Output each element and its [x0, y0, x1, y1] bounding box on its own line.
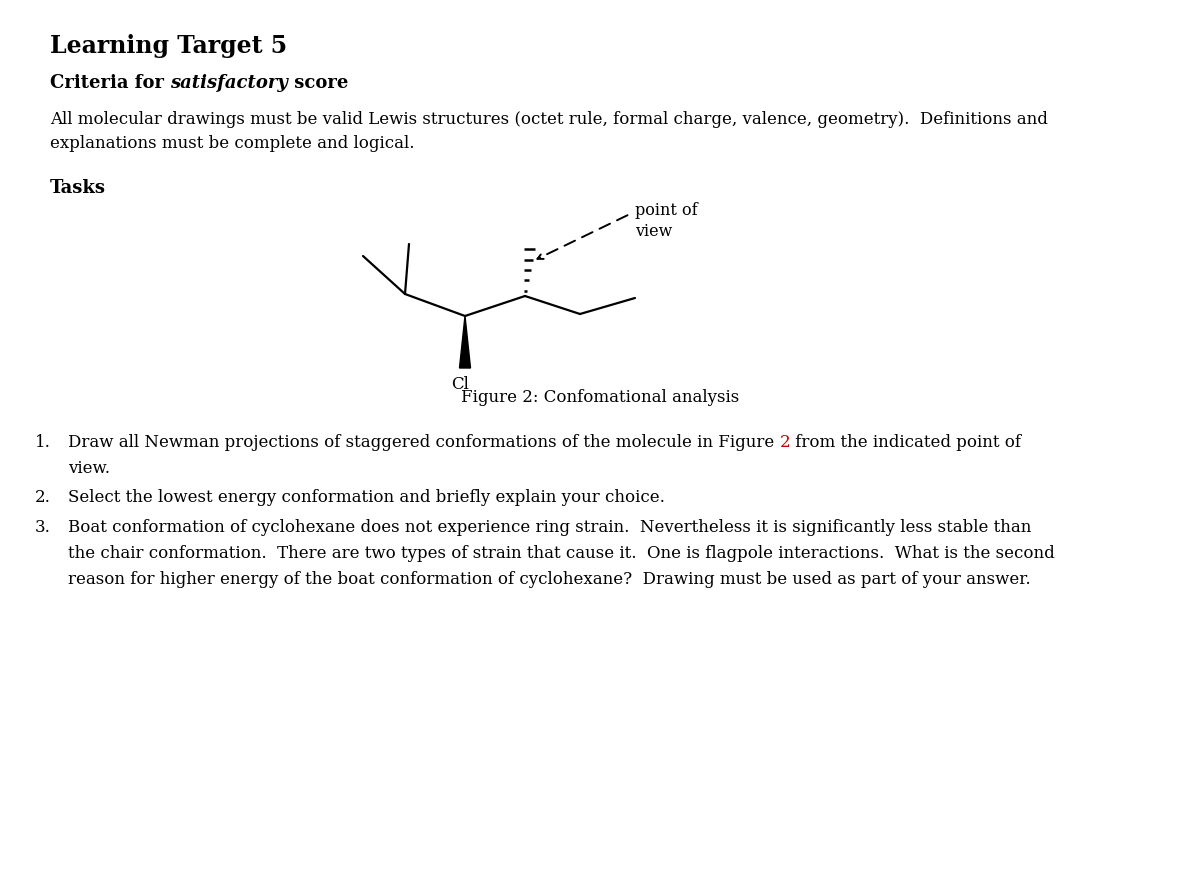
- Text: 2.: 2.: [35, 489, 50, 506]
- Text: Figure 2: Confomational analysis: Figure 2: Confomational analysis: [461, 389, 739, 406]
- Text: Cl: Cl: [451, 376, 469, 393]
- Text: point of
view: point of view: [635, 202, 697, 240]
- Text: view.: view.: [68, 460, 110, 477]
- Text: Tasks: Tasks: [50, 179, 106, 197]
- Text: Select the lowest energy conformation and briefly explain your choice.: Select the lowest energy conformation an…: [68, 489, 665, 506]
- Text: 3.: 3.: [35, 518, 50, 535]
- Text: from the indicated point of: from the indicated point of: [790, 434, 1021, 451]
- Text: Boat conformation of cyclohexane does not experience ring strain.  Nevertheless : Boat conformation of cyclohexane does no…: [68, 518, 1031, 535]
- Text: satisfactory: satisfactory: [170, 74, 288, 92]
- Text: score: score: [288, 74, 348, 92]
- Text: Learning Target 5: Learning Target 5: [50, 34, 287, 58]
- Polygon shape: [460, 316, 470, 368]
- Text: All molecular drawings must be valid Lewis structures (octet rule, formal charge: All molecular drawings must be valid Lew…: [50, 111, 1048, 151]
- Text: reason for higher energy of the boat conformation of cyclohexane?  Drawing must : reason for higher energy of the boat con…: [68, 571, 1031, 588]
- Text: Draw all Newman projections of staggered conformations of the molecule in Figure: Draw all Newman projections of staggered…: [68, 434, 780, 451]
- Text: 1.: 1.: [35, 434, 50, 451]
- Text: 2: 2: [780, 434, 790, 451]
- Text: the chair conformation.  There are two types of strain that cause it.  One is fl: the chair conformation. There are two ty…: [68, 544, 1055, 562]
- Text: Criteria for: Criteria for: [50, 74, 170, 92]
